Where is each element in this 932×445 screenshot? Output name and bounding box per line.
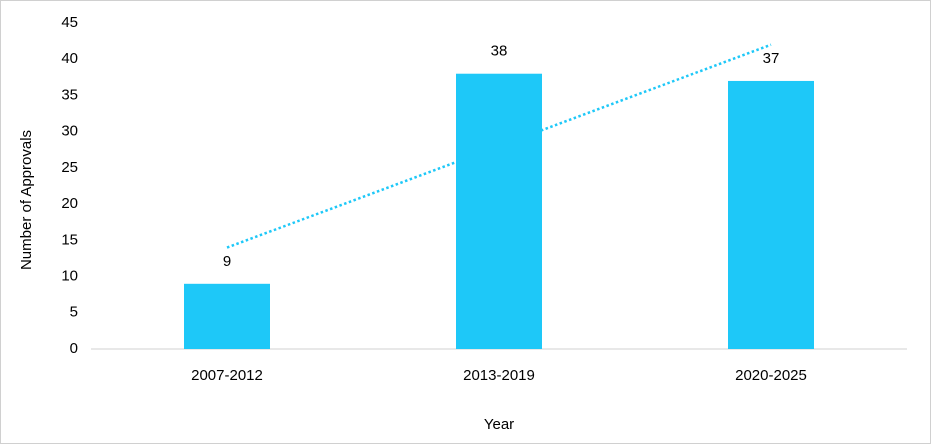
value-label: 37 bbox=[763, 50, 780, 67]
bar bbox=[184, 283, 270, 349]
y-tick-label: 35 bbox=[61, 86, 78, 103]
bar bbox=[728, 80, 814, 349]
value-label: 9 bbox=[223, 253, 231, 270]
y-tick-label: 5 bbox=[70, 304, 78, 321]
x-tick-label: 2013-2019 bbox=[463, 367, 535, 384]
bar bbox=[456, 73, 542, 349]
y-tick-label: 25 bbox=[61, 159, 78, 176]
y-tick-label: 10 bbox=[61, 268, 78, 285]
y-axis-title: Number of Approvals bbox=[18, 130, 35, 270]
x-tick-label: 2020-2025 bbox=[735, 367, 807, 384]
y-tick-label: 0 bbox=[70, 340, 78, 357]
y-tick-label: 15 bbox=[61, 231, 78, 248]
y-tick-label: 45 bbox=[61, 14, 78, 31]
trendline bbox=[226, 43, 772, 249]
y-tick-label: 40 bbox=[61, 50, 78, 67]
x-axis-title: Year bbox=[484, 416, 514, 433]
x-tick-label: 2007-2012 bbox=[191, 367, 263, 384]
y-tick-label: 30 bbox=[61, 123, 78, 140]
value-label: 38 bbox=[491, 43, 508, 60]
y-tick-label: 20 bbox=[61, 195, 78, 212]
